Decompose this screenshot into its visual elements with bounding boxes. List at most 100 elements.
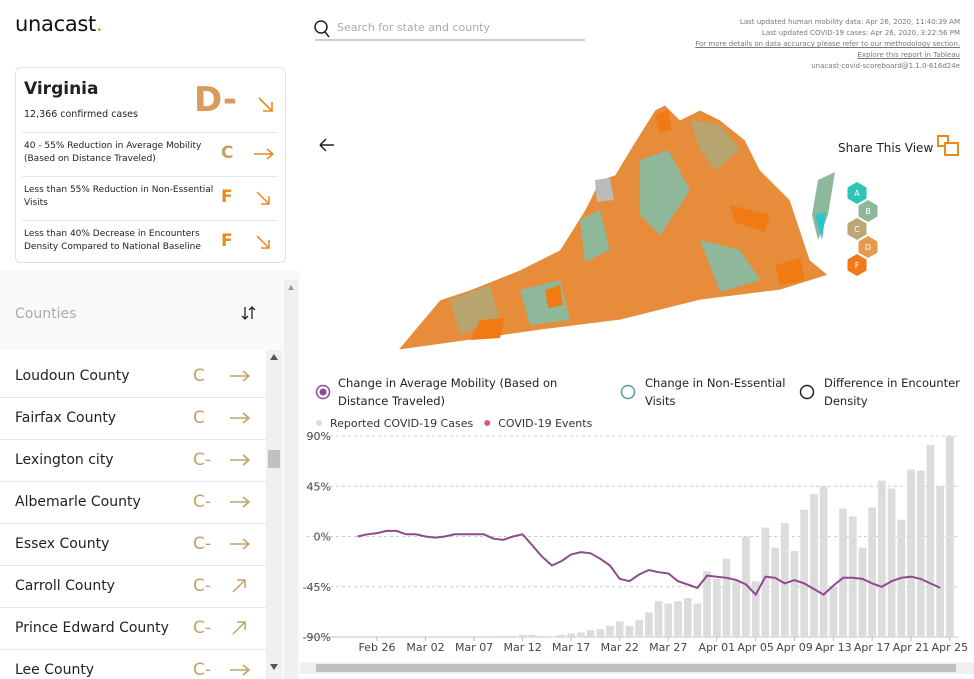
bar [625,625,634,637]
map-county[interactable] [595,178,614,202]
metric-label: Less than 55% Reduction in Non-Essential… [24,185,214,208]
trend-icon [232,621,246,635]
x-tick-label: Apr 25 [932,641,969,654]
map-county[interactable] [775,258,805,285]
x-tick-label: Apr 17 [854,641,891,654]
search-icon[interactable] [324,31,330,38]
map-county[interactable] [815,212,826,240]
map-county[interactable] [655,110,672,133]
y-tick-label: -45% [303,581,331,594]
county-row[interactable]: Lee County C- [0,650,266,679]
map-county[interactable] [812,172,835,240]
x-tick-label: Feb 26 [358,641,395,654]
county-name: Prince Edward County [15,620,169,636]
x-tick-label: Mar 22 [601,641,639,654]
scrollbar[interactable] [266,350,282,679]
share-icon[interactable] [937,135,949,147]
bar [596,629,605,637]
grade-letter: C [854,225,860,234]
county-grade: C- [193,576,212,596]
bar [654,601,663,637]
county-row[interactable]: Carroll County C- [0,566,266,608]
state-cases: 12,366 confirmed cases [24,109,138,120]
trend-icon [230,538,251,550]
bar [800,509,809,637]
logo-dot: . [95,12,103,36]
state-card: Virginia 12,366 confirmed cases D- 40 - … [15,67,286,263]
bar [742,536,750,637]
bar [567,633,576,637]
bar [683,597,692,637]
metric-option[interactable]: Difference in Encounter Density [824,376,960,408]
x-tick-label: Mar 27 [649,641,687,654]
map-county[interactable] [640,150,690,235]
county-name: Lee County [15,662,95,678]
county-row[interactable]: Albemarle County C- [0,482,266,524]
state-map[interactable] [397,104,835,351]
map-county[interactable] [730,205,770,232]
bar [722,558,731,637]
update-line[interactable]: Explore this report in Tableau [857,51,960,59]
county-grade: C- [193,660,212,679]
county-row[interactable]: Fairfax County C [0,398,266,440]
sort-button[interactable] [240,304,258,322]
map-county[interactable] [470,318,505,340]
trend-icon [256,191,270,205]
county-row[interactable]: Loudoun County C [0,356,266,398]
share-icon[interactable] [944,142,959,156]
search-icon[interactable] [314,20,328,34]
county-grade: C- [193,492,212,512]
y-tick-label: 0% [314,531,331,544]
map-county[interactable] [580,210,610,262]
scroll-thumb[interactable] [268,450,280,468]
bar [615,621,624,637]
bar [848,516,857,637]
separator [22,176,278,177]
bar [586,630,595,637]
state-grade: D- [194,80,237,120]
scrollbar[interactable] [284,280,298,679]
map-county[interactable] [700,240,760,292]
map-county[interactable] [545,285,563,308]
trend-icon [232,579,246,593]
metric-option[interactable]: Change in Average Mobility (Based on Dis… [338,376,558,408]
radio-button[interactable] [799,384,815,400]
radio-button[interactable] [620,384,636,400]
county-row[interactable]: Prince Edward County C- [0,608,266,650]
county-row[interactable]: Lexington city C- [0,440,266,482]
grade-hexagon [858,200,878,222]
bar [674,601,682,637]
bar [839,508,847,637]
bar [887,488,896,637]
bar [577,632,585,637]
logo[interactable]: unacast. [15,12,103,36]
grade-letter: F [855,261,860,270]
scroll-thumb[interactable] [316,664,956,672]
x-tick-label: Apr 01 [699,641,736,654]
metric-option[interactable]: Change in Non-Essential Visits [645,376,786,408]
bar [509,635,517,637]
search-input[interactable]: Search for state and county [337,21,491,34]
logo-text: unacast [15,12,96,36]
x-tick-label: Mar 17 [552,641,590,654]
grade-hexagon [858,236,878,258]
trend-icon [256,235,270,249]
scroll-arrow[interactable] [288,285,294,290]
grade-letter: A [854,189,860,198]
share-label[interactable]: Share This View [838,141,934,155]
bar [771,547,779,637]
map-county[interactable] [690,120,740,170]
county-row[interactable]: Essex County C- [0,524,266,566]
legend-label: COVID-19 Events [498,417,592,430]
back-button[interactable] [319,138,334,152]
bar [703,571,711,637]
update-line[interactable]: For more details on data accuracy please… [695,40,960,48]
y-tick-label: 45% [307,480,331,493]
bar [761,527,770,637]
county-name: Loudoun County [15,368,130,384]
county-list: Loudoun County C Fairfax County C Lexington … [0,356,266,679]
update-line: Last updated human mobility data: Apr 26… [739,18,960,26]
trend-icon [230,664,251,676]
